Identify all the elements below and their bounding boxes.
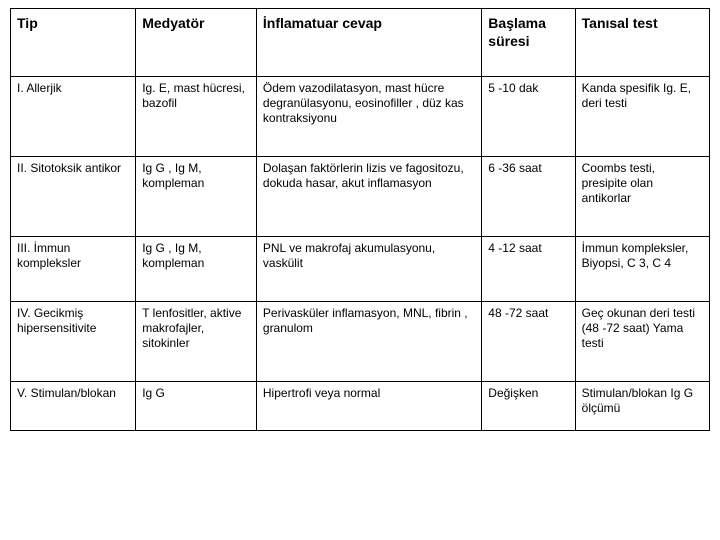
col-tanisal: Tanısal test — [575, 9, 709, 77]
table-row: I. Allerjik Ig. E, mast hücresi, bazofil… — [11, 77, 710, 157]
cell-medyator: Ig G , Ig M, kompleman — [136, 157, 257, 237]
cell-tip: IV. Gecikmiş hipersensitivite — [11, 302, 136, 382]
cell-baslama: Değişken — [482, 382, 575, 431]
table-header-row: Tip Medyatör İnflamatuar cevap Başlama s… — [11, 9, 710, 77]
cell-tip: II. Sitotoksik antikor — [11, 157, 136, 237]
table-row: V. Stimulan/blokan Ig G Hipertrofi veya … — [11, 382, 710, 431]
cell-medyator: T lenfositler, aktive makrofajler, sitok… — [136, 302, 257, 382]
col-inflamatuar: İnflamatuar cevap — [256, 9, 481, 77]
cell-tanisal: Kanda spesifik Ig. E, deri testi — [575, 77, 709, 157]
hypersensitivity-table: Tip Medyatör İnflamatuar cevap Başlama s… — [10, 8, 710, 431]
cell-tip: III. İmmun kompleksler — [11, 237, 136, 302]
col-tip: Tip — [11, 9, 136, 77]
cell-inflamatuar: PNL ve makrofaj akumulasyonu, vaskülit — [256, 237, 481, 302]
cell-inflamatuar: Ödem vazodilatasyon, mast hücre degranül… — [256, 77, 481, 157]
cell-medyator: Ig. E, mast hücresi, bazofil — [136, 77, 257, 157]
cell-baslama: 6 -36 saat — [482, 157, 575, 237]
cell-baslama: 48 -72 saat — [482, 302, 575, 382]
col-baslama: Başlama süresi — [482, 9, 575, 77]
cell-medyator: Ig G , Ig M, kompleman — [136, 237, 257, 302]
cell-tanisal: İmmun kompleksler, Biyopsi, C 3, C 4 — [575, 237, 709, 302]
cell-tanisal: Stimulan/blokan Ig G ölçümü — [575, 382, 709, 431]
col-medyator: Medyatör — [136, 9, 257, 77]
cell-baslama: 5 -10 dak — [482, 77, 575, 157]
cell-tanisal: Geç okunan deri testi (48 -72 saat) Yama… — [575, 302, 709, 382]
table-container: Tip Medyatör İnflamatuar cevap Başlama s… — [0, 0, 720, 439]
cell-tip: I. Allerjik — [11, 77, 136, 157]
table-row: II. Sitotoksik antikor Ig G , Ig M, komp… — [11, 157, 710, 237]
cell-inflamatuar: Dolaşan faktörlerin lizis ve fagositozu,… — [256, 157, 481, 237]
table-row: IV. Gecikmiş hipersensitivite T lenfosit… — [11, 302, 710, 382]
cell-tanisal: Coombs testi, presipite olan antikorlar — [575, 157, 709, 237]
cell-medyator: Ig G — [136, 382, 257, 431]
cell-baslama: 4 -12 saat — [482, 237, 575, 302]
cell-inflamatuar: Hipertrofi veya normal — [256, 382, 481, 431]
table-row: III. İmmun kompleksler Ig G , Ig M, komp… — [11, 237, 710, 302]
cell-tip: V. Stimulan/blokan — [11, 382, 136, 431]
cell-inflamatuar: Perivasküler inflamasyon, MNL, fibrin , … — [256, 302, 481, 382]
